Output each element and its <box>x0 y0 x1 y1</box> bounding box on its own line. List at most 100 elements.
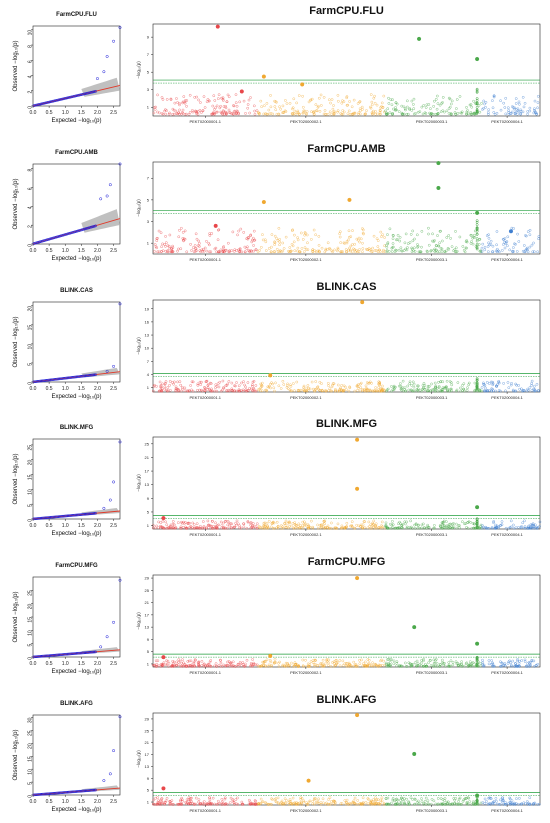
snp-point <box>322 801 325 805</box>
snp-point <box>433 389 437 393</box>
snp-point <box>377 663 381 667</box>
snp-point <box>390 801 393 805</box>
snp-point <box>475 227 479 231</box>
snp-point <box>359 386 363 389</box>
snp-point <box>394 798 398 802</box>
snp-point <box>498 803 502 806</box>
snp-point <box>492 664 496 668</box>
snp-point <box>314 233 317 237</box>
snp-point <box>533 107 536 111</box>
snp-point <box>189 664 193 667</box>
snp-point <box>390 658 393 662</box>
snp-point <box>452 522 455 525</box>
snp-point <box>504 801 507 804</box>
snp-point <box>537 389 540 393</box>
chromosome-label: PEKT02000004.1 <box>491 395 523 400</box>
snp-point <box>179 383 182 387</box>
snp-point <box>306 241 309 245</box>
snp-point <box>231 112 235 116</box>
snp-point <box>416 664 419 668</box>
snp-point <box>374 524 377 527</box>
snp-point <box>274 381 277 385</box>
snp-point <box>219 661 223 665</box>
snp-point <box>533 389 537 393</box>
snp-point <box>215 665 218 668</box>
manhattan-plot: BLINK.AFG1591317212529−log₁₀(p)PEKT02000… <box>136 694 541 813</box>
snp-point <box>373 249 377 252</box>
snp-point <box>331 107 335 111</box>
snp-point <box>327 798 330 801</box>
snp-point <box>334 389 337 392</box>
snp-point <box>295 101 298 105</box>
qq-frame <box>32 301 121 383</box>
snp-point <box>285 526 289 529</box>
snp-point <box>263 521 267 525</box>
snp-point <box>443 110 446 114</box>
snp-point <box>175 97 178 100</box>
snp-point <box>201 520 205 523</box>
snp-point <box>420 105 424 109</box>
snp-point <box>428 111 431 115</box>
snp-point <box>475 526 479 529</box>
snp-point <box>227 389 231 393</box>
snp-point <box>491 800 495 804</box>
snp-point <box>348 386 352 390</box>
snp-point <box>209 382 213 385</box>
snp-point <box>504 240 508 244</box>
snp-point <box>465 526 468 529</box>
snp-point <box>360 105 364 109</box>
qq-xtick-label: 1.5 <box>78 110 85 116</box>
snp-point <box>399 382 402 385</box>
snp-point <box>215 389 219 393</box>
snp-point <box>536 803 539 806</box>
snp-point <box>391 237 395 241</box>
snp-point <box>354 250 357 254</box>
qq-ytick-label: 25 <box>28 590 34 596</box>
snp-point <box>520 525 523 528</box>
snp-point <box>401 522 405 526</box>
snp-point <box>366 248 370 252</box>
snp-point <box>351 112 355 116</box>
snp-point <box>537 237 540 241</box>
snp-point <box>514 526 518 530</box>
snp-point <box>221 96 225 100</box>
snp-point <box>444 664 447 668</box>
snp-point <box>461 800 465 803</box>
snp-point <box>502 238 506 241</box>
snp-point <box>455 526 459 530</box>
snp-point <box>304 112 308 116</box>
snp-point <box>469 112 473 116</box>
snp-point <box>168 388 172 392</box>
snp-point <box>450 112 453 116</box>
snp-point <box>401 386 405 389</box>
snp-point <box>417 110 420 114</box>
snp-point <box>244 662 247 666</box>
snp-point <box>509 661 513 665</box>
snp-point <box>363 520 367 523</box>
snp-point <box>436 389 440 393</box>
snp-point <box>180 803 184 806</box>
snp-point <box>217 228 221 232</box>
snp-point <box>229 662 232 665</box>
snp-point <box>254 803 258 806</box>
snp-point <box>478 389 482 392</box>
snp-point <box>522 526 526 530</box>
qq-ytick-label: 0 <box>28 795 34 798</box>
snp-point <box>310 97 314 101</box>
snp-point <box>273 105 277 108</box>
snp-point <box>390 112 394 116</box>
snp-point <box>429 389 432 393</box>
manhattan-ytick-label: 3 <box>147 87 150 92</box>
snp-point <box>290 107 294 111</box>
snp-point <box>206 524 210 527</box>
snp-point <box>266 385 270 389</box>
snp-point <box>243 245 247 249</box>
snp-point <box>164 249 168 253</box>
snp-point <box>397 522 400 526</box>
snp-point <box>412 107 416 110</box>
snp-point <box>306 662 310 666</box>
snp-point <box>242 99 246 103</box>
snp-point <box>163 801 167 805</box>
snp-point <box>487 241 490 245</box>
snp-point <box>257 388 260 392</box>
